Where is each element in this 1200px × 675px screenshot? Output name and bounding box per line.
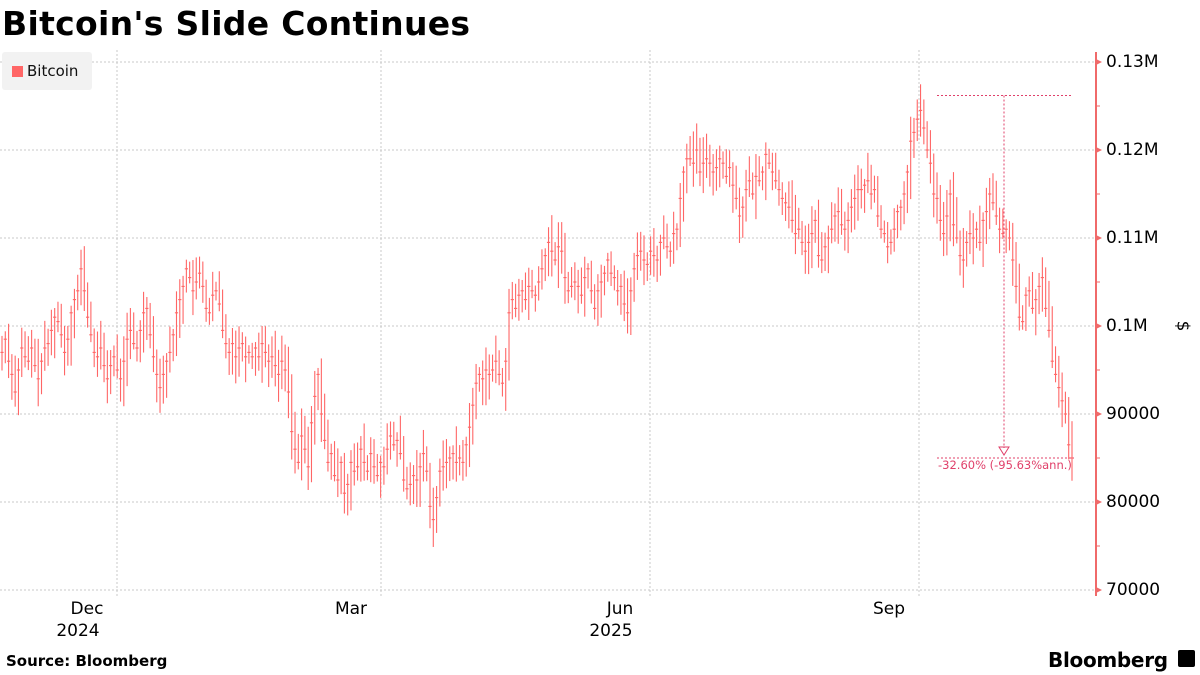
bloomberg-logo: Bloomberg [1048, 648, 1168, 672]
x-tick-label: Mar [311, 598, 391, 620]
x-tick-label: Jun 2025 [580, 598, 660, 642]
y-tick-label: 0.11M [1106, 228, 1159, 248]
gridlines [0, 50, 1096, 598]
y-axis [1095, 52, 1102, 596]
source-note: Source: Bloomberg [6, 652, 168, 670]
x-tick-label: Dec 2024 [47, 598, 127, 642]
y-tick-label: 90000 [1106, 404, 1161, 424]
y-tick-label: 0.13M [1106, 52, 1159, 72]
x-tick-year: 2024 [56, 621, 100, 641]
drawdown-label: -32.60% (-95.63%ann.) [938, 458, 1072, 472]
legend-swatch-icon [12, 65, 23, 77]
y-tick-label: 80000 [1106, 492, 1161, 512]
x-tick-month: Dec [70, 599, 104, 619]
legend-label-bitcoin: Bitcoin [27, 62, 79, 80]
y-tick-label: 70000 [1106, 580, 1161, 600]
drawdown-annotation [937, 94, 1074, 459]
chart-title: Bitcoin's Slide Continues [2, 4, 471, 43]
y-axis-unit: $ [1172, 320, 1193, 332]
bloomberg-chart-icon [1178, 650, 1195, 667]
y-tick-label: 0.12M [1106, 140, 1159, 160]
legend: Bitcoin [2, 52, 92, 90]
x-tick-label: Sep [849, 598, 929, 620]
y-tick-label: 0.1M [1106, 316, 1148, 336]
x-tick-month: Jun [606, 599, 634, 619]
x-tick-year: 2025 [589, 621, 633, 641]
x-tick-month: Mar [334, 599, 368, 619]
x-tick-month: Sep [872, 599, 906, 619]
price-bars [0, 84, 1074, 547]
